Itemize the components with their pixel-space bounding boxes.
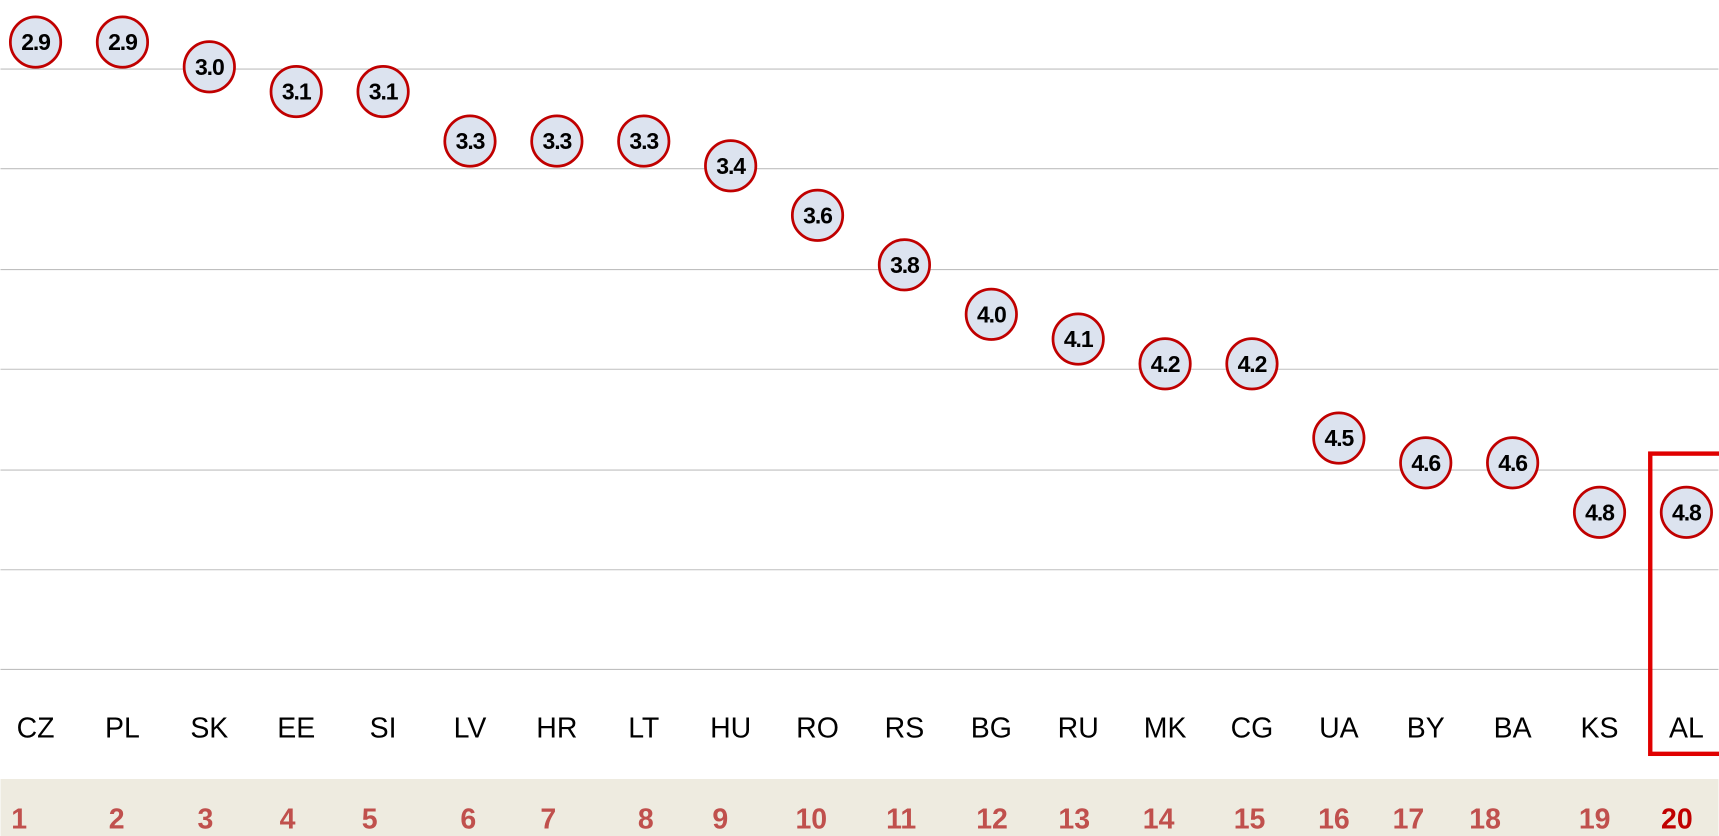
value-label: 4.0 [977,301,1006,327]
dot [356,65,410,119]
value-label: 3.3 [543,128,572,154]
value-label: 2.9 [21,29,50,55]
rank-label: 17 [1393,804,1425,836]
category-label: BG [971,713,1012,745]
value-label: 4.8 [1585,499,1615,525]
category-label: RS [885,713,925,745]
value-label: 3.3 [456,128,485,154]
category-label: SI [370,713,397,745]
category-label: RU [1058,713,1099,745]
rank-label: 14 [1143,804,1175,836]
category-label: MK [1144,713,1187,745]
category-label: HU [710,713,751,745]
category-label: CG [1231,713,1274,745]
value-label: 3.3 [629,128,658,154]
dot [877,238,931,292]
dot [8,15,63,69]
dot [1399,436,1453,490]
category-label: PL [105,713,140,745]
dot [704,139,758,193]
dot [269,65,323,119]
dot [1138,337,1192,391]
rank-label: 2 [109,804,125,836]
dot [95,15,150,69]
value-label: 3.4 [716,153,746,179]
category-label: SK [190,713,228,745]
category-label: CZ [17,713,55,745]
dot [1312,411,1366,465]
category-label: KS [1581,713,1619,745]
value-label: 4.1 [1064,326,1094,352]
dot [964,287,1018,341]
rank-label: 4 [280,804,296,836]
category-label: BA [1494,713,1532,745]
value-label: 4.6 [1411,450,1440,476]
value-label: 4.6 [1498,450,1527,476]
value-label: 3.1 [282,79,312,105]
dot [530,114,584,168]
dot [790,188,845,242]
rank-band [0,779,1719,836]
value-label: 3.6 [803,202,832,228]
rank-label: 15 [1234,804,1266,836]
rank-label: 19 [1579,804,1611,836]
rank-label: 18 [1469,804,1501,836]
dot [1486,436,1540,490]
rank-label: 9 [712,804,728,836]
value-label: 4.2 [1238,351,1267,377]
value-label: 3.0 [195,54,224,80]
category-label: AL [1669,713,1704,745]
dot [1051,312,1105,366]
category-label: EE [277,713,315,745]
rank-label: 12 [976,804,1008,836]
rank-label: 3 [197,804,213,836]
rank-label: 5 [362,804,378,836]
value-label: 4.5 [1325,425,1355,451]
rank-label: 11 [886,804,916,836]
rank-label: 13 [1058,804,1090,836]
category-label: BY [1407,713,1445,745]
category-label: LT [628,713,659,745]
dot [443,114,497,168]
highlight-box [1648,451,1719,757]
rank-label: 10 [795,804,827,836]
value-label: 3.1 [369,79,399,105]
dot [1225,337,1279,391]
value-label: 4.2 [1151,351,1180,377]
rank-label: 16 [1318,804,1350,836]
category-label: RO [796,713,839,745]
rank-label: 1 [11,804,27,836]
rank-label: 6 [460,804,476,836]
dot [617,114,671,168]
value-label: 3.8 [890,252,920,278]
dot [1572,485,1627,539]
rank-label: 20 [1661,804,1693,836]
category-label: LV [454,713,487,745]
dot [1659,485,1713,539]
rank-label: 8 [638,804,654,836]
value-label: 4.8 [1672,499,1702,525]
dot [182,40,236,94]
value-label: 2.9 [108,29,137,55]
category-label: HR [536,713,577,745]
category-label: UA [1319,713,1359,745]
rank-label: 7 [540,804,556,836]
